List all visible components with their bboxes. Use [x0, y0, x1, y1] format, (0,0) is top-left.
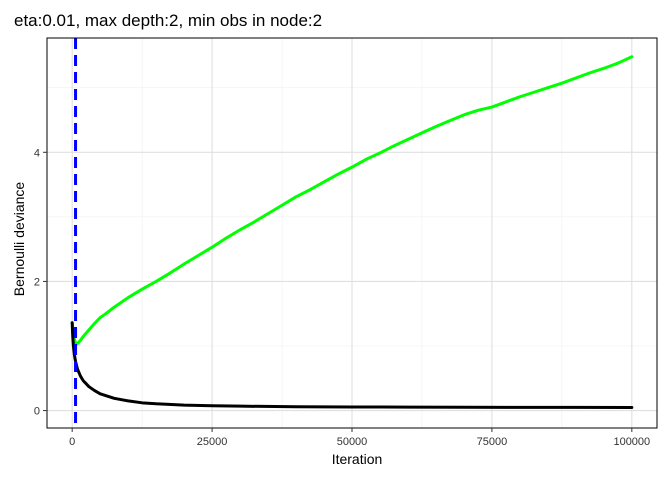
series-line-green	[70, 55, 634, 346]
x-tick-label: 100000	[613, 436, 650, 448]
y-axis: 0 2 4	[34, 147, 47, 418]
x-axis: 0 25000 50000 75000 100000	[69, 428, 650, 448]
x-tick-label: 75000	[477, 436, 508, 448]
x-tick-label: 50000	[337, 436, 368, 448]
y-tick-label: 2	[34, 276, 40, 288]
x-tick-label: 0	[69, 436, 75, 448]
x-tick-label: 25000	[197, 436, 228, 448]
y-tick-label: 4	[34, 147, 40, 159]
y-tick-label: 0	[34, 406, 40, 418]
chart-title: eta:0.01, max depth:2, min obs in node:2	[14, 11, 322, 30]
y-axis-title: Bernoulli deviance	[11, 182, 27, 297]
grid	[47, 38, 657, 428]
x-axis-title: Iteration	[332, 451, 383, 467]
